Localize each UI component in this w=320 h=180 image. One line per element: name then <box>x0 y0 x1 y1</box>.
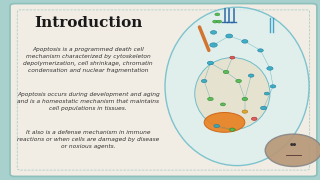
Ellipse shape <box>204 112 245 132</box>
Circle shape <box>229 128 235 131</box>
Circle shape <box>223 70 229 74</box>
Circle shape <box>270 85 276 88</box>
Circle shape <box>267 67 273 70</box>
Circle shape <box>220 103 226 106</box>
Circle shape <box>248 74 254 77</box>
Circle shape <box>212 20 218 23</box>
Text: Apoptosis is a programmed death cell
mechanism characterized by cytoskeleton
dep: Apoptosis is a programmed death cell mec… <box>23 47 153 73</box>
Text: It also is a defense mechanism in immune
reactions or when cells are damaged by : It also is a defense mechanism in immune… <box>17 130 159 149</box>
Circle shape <box>258 49 263 52</box>
Circle shape <box>214 124 220 128</box>
Text: Introduction: Introduction <box>34 16 142 30</box>
Circle shape <box>201 79 207 83</box>
Text: Apoptosis occurs during development and aging
and is a homeostatic mechanism tha: Apoptosis occurs during development and … <box>17 92 160 111</box>
Circle shape <box>242 97 248 101</box>
Circle shape <box>242 110 248 113</box>
Circle shape <box>215 13 220 16</box>
Ellipse shape <box>195 58 270 130</box>
Ellipse shape <box>165 7 309 166</box>
Circle shape <box>211 31 217 34</box>
Circle shape <box>252 117 257 120</box>
Text: ●●: ●● <box>290 143 297 147</box>
Circle shape <box>210 43 217 47</box>
Circle shape <box>264 92 269 95</box>
Circle shape <box>217 20 222 23</box>
Circle shape <box>260 106 267 110</box>
FancyBboxPatch shape <box>10 4 317 176</box>
Circle shape <box>207 61 213 65</box>
Circle shape <box>230 56 235 59</box>
Circle shape <box>265 134 320 166</box>
Circle shape <box>226 34 233 38</box>
Circle shape <box>242 40 248 43</box>
Circle shape <box>208 97 213 101</box>
Circle shape <box>236 79 241 83</box>
